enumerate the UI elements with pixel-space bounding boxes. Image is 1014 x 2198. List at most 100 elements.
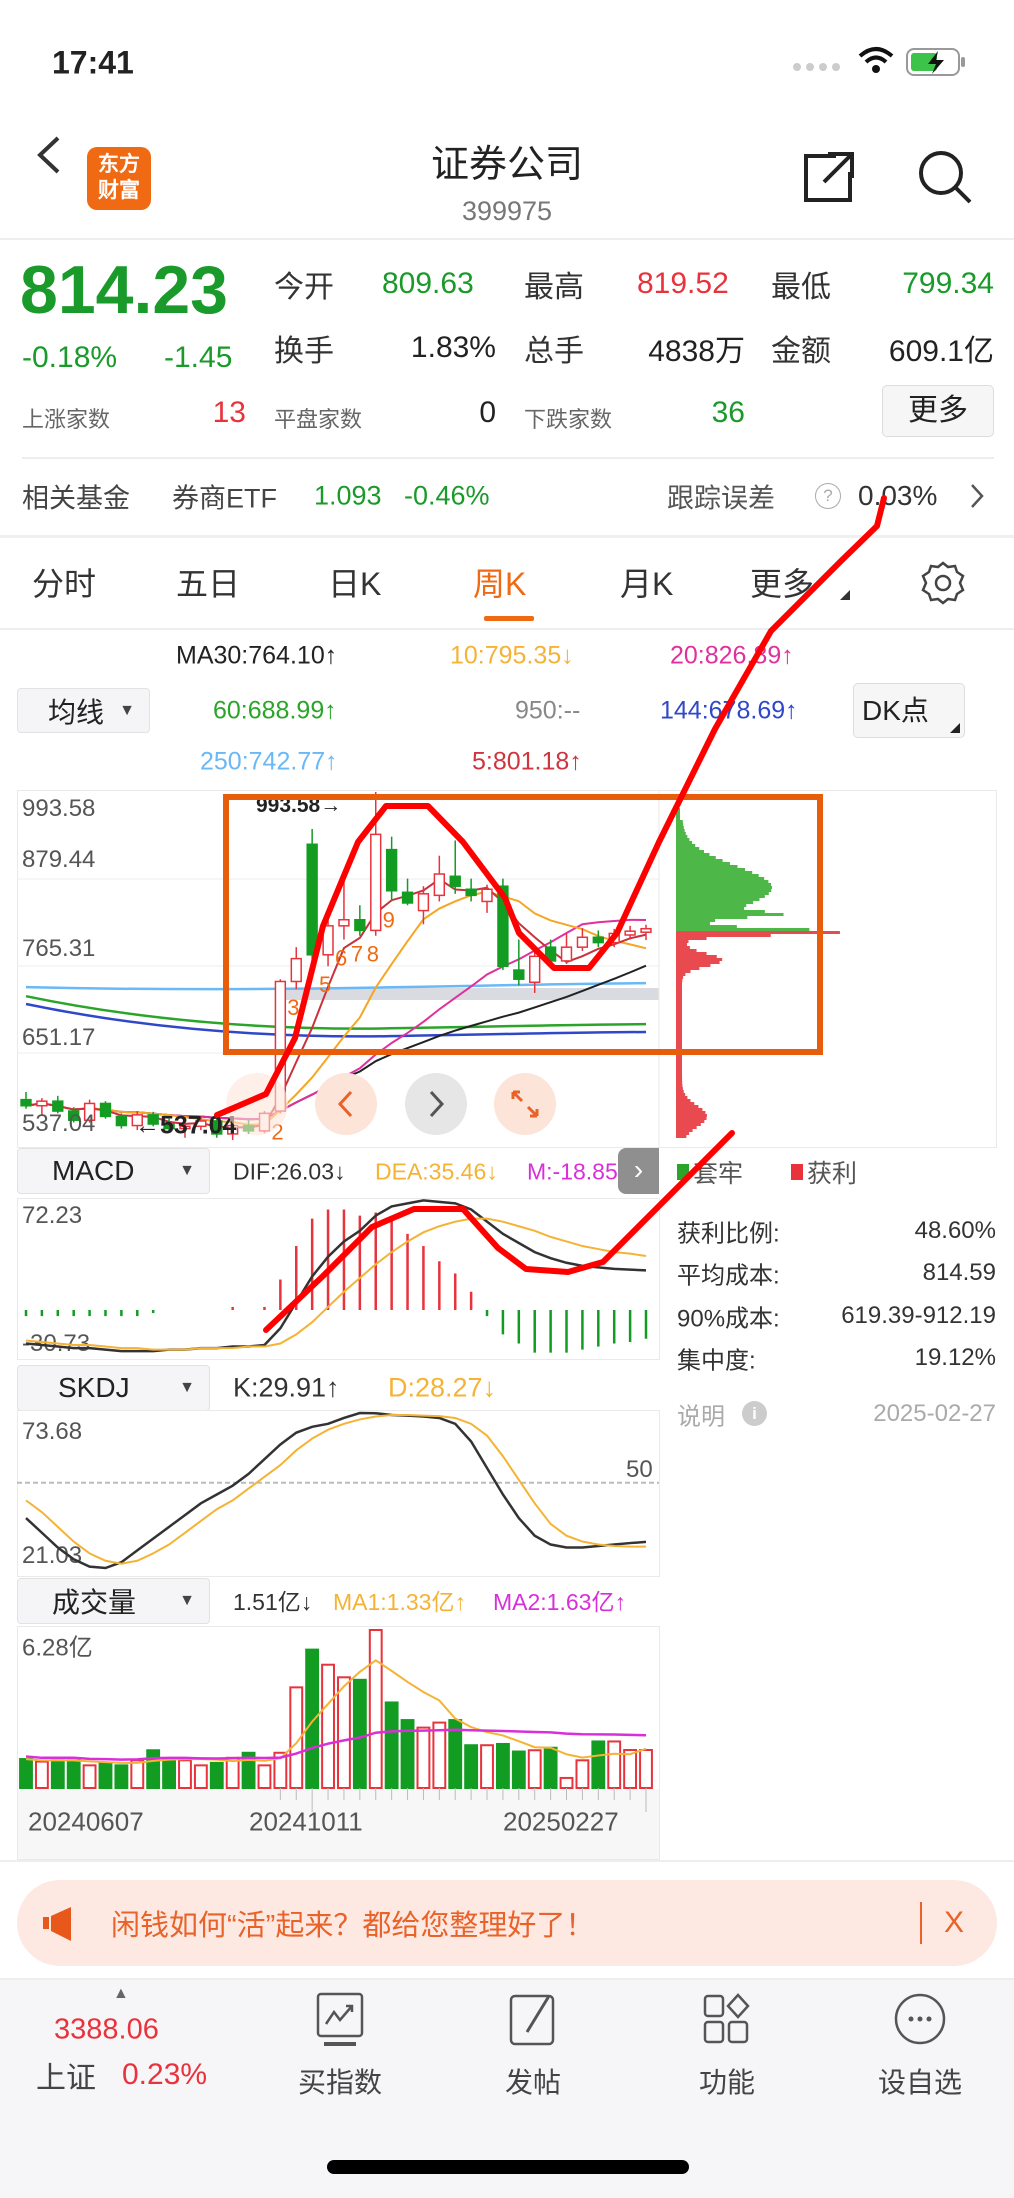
- chip-bar: [676, 979, 683, 982]
- edit-post-icon: [509, 1994, 555, 2046]
- cost-range-value: 619.39-912.19: [841, 1302, 996, 1329]
- chart-prev-button[interactable]: [315, 1073, 377, 1135]
- indicator-charts[interactable]: [0, 1190, 670, 1830]
- chip-bar: [676, 1081, 683, 1084]
- add-watchlist-button[interactable]: 设自选: [840, 1992, 1000, 2101]
- chip-bar: [676, 985, 683, 988]
- chip-bar: [676, 943, 688, 946]
- expand-up-icon[interactable]: ▲: [113, 1985, 129, 2002]
- cost-range-label: 90%成本:: [677, 1305, 780, 1333]
- chip-bar: [676, 1114, 707, 1117]
- chip-bar: [676, 1123, 701, 1126]
- turnover-label: 换手: [274, 335, 334, 368]
- chip-bar: [676, 1039, 682, 1042]
- chart-nav-left-end-button[interactable]: [226, 1073, 288, 1135]
- volume-bar: [66, 1759, 81, 1789]
- volume-label: 总手: [524, 335, 584, 368]
- chip-bar: [676, 1135, 687, 1138]
- candle: [385, 848, 398, 892]
- chevron-right-icon[interactable]: [968, 482, 986, 515]
- down-count-label: 下跌家数: [524, 407, 613, 432]
- chip-bar: [676, 880, 769, 883]
- chip-bar: [676, 934, 771, 937]
- volume-bar: [464, 1744, 479, 1790]
- promo-banner[interactable]: 闲钱如何“活”起来？都给您整理好了！ X: [17, 1880, 997, 1966]
- back-button[interactable]: [34, 134, 64, 181]
- td-count-label: 3: [287, 995, 299, 1020]
- open-value: 809.63: [382, 267, 474, 300]
- chip-bar: [676, 1111, 706, 1114]
- chip-bar: [676, 1030, 682, 1033]
- chip-panel-toggle-button[interactable]: ›: [618, 1148, 659, 1194]
- chip-bar: [676, 883, 772, 886]
- chip-bar: [676, 1108, 703, 1111]
- functions-button[interactable]: 功能: [647, 1992, 807, 2101]
- candle: [68, 1110, 80, 1121]
- apps-grid-icon: [703, 1993, 750, 2044]
- chart-next-button[interactable]: [405, 1073, 467, 1135]
- gear-icon[interactable]: [920, 560, 966, 611]
- megaphone-icon: [43, 1907, 71, 1941]
- volume-value: 4838万: [648, 335, 745, 368]
- tab-intraday[interactable]: 分时: [32, 566, 97, 602]
- chip-bar: [676, 1096, 688, 1099]
- divider: [22, 457, 994, 459]
- note-label[interactable]: 说明: [677, 1403, 725, 1431]
- avg-cost-value: 814.59: [922, 1259, 996, 1286]
- chip-bar: [676, 838, 690, 841]
- volume-dropdown[interactable]: 成交量 ▼: [17, 1578, 210, 1624]
- macd-dropdown[interactable]: MACD ▼: [17, 1148, 210, 1194]
- turnover-value: 1.83%: [410, 331, 496, 364]
- chip-bar: [676, 958, 723, 961]
- chip-bar: [676, 916, 748, 919]
- banner-close-button[interactable]: X: [944, 1906, 965, 1939]
- index-change[interactable]: 0.23%: [122, 2058, 208, 2091]
- chip-bar: [676, 1051, 682, 1054]
- volume-bar: [19, 1758, 33, 1790]
- volume-ma2: MA2:1.63亿↑: [493, 1589, 626, 1615]
- chip-bar: [676, 913, 784, 916]
- index-value[interactable]: 3388.06: [54, 2013, 159, 2046]
- buy-index-button[interactable]: 买指数: [260, 1992, 420, 2101]
- chip-bar: [676, 925, 737, 928]
- chip-bar: [676, 982, 683, 985]
- volume-bar: [225, 1756, 240, 1789]
- dea-line: [25, 1217, 647, 1351]
- corner-triangle-icon: [950, 723, 960, 733]
- trapped-legend-label: 套牢: [693, 1160, 744, 1188]
- candle: [226, 1124, 239, 1135]
- chip-bar: [676, 886, 772, 889]
- info-icon[interactable]: i: [742, 1401, 767, 1426]
- price-tick: 879.44: [22, 846, 96, 873]
- share-icon[interactable]: [800, 148, 858, 211]
- volume-bar: [368, 1629, 383, 1789]
- open-label: 今开: [274, 271, 334, 304]
- more-quote-button[interactable]: 更多: [882, 385, 994, 437]
- indicator-dropdown[interactable]: 均线 ▼: [17, 688, 150, 733]
- chip-bar: [676, 1048, 682, 1051]
- chip-bar: [676, 1024, 682, 1027]
- profit-ratio-value: 48.60%: [914, 1217, 996, 1244]
- chip-bar: [676, 1027, 682, 1030]
- home-indicator: [327, 2160, 689, 2174]
- volume-bar: [639, 1749, 653, 1790]
- chip-bar: [676, 1072, 683, 1075]
- candle: [195, 1120, 207, 1128]
- kdj-tick: 21.03: [22, 1542, 83, 1569]
- kdj-chart-frame: [17, 1410, 660, 1577]
- skdj-dropdown[interactable]: SKDJ ▼: [17, 1365, 210, 1411]
- candle: [417, 893, 430, 912]
- candle: [401, 891, 414, 904]
- index-name[interactable]: 上证: [36, 2062, 96, 2095]
- expand-icon[interactable]: [494, 1073, 556, 1135]
- macd-dea: DEA:35.46↓: [375, 1158, 498, 1185]
- post-button[interactable]: 发帖: [453, 1992, 613, 2101]
- volume-bar: [607, 1740, 622, 1790]
- high-value: 819.52: [637, 267, 729, 300]
- high-marker: 993.58→: [256, 794, 342, 817]
- chip-bar: [676, 895, 765, 898]
- search-icon[interactable]: [916, 148, 974, 211]
- low-marker: ←537.04: [135, 1111, 237, 1140]
- kdj-d: D:28.27↓: [388, 1372, 497, 1403]
